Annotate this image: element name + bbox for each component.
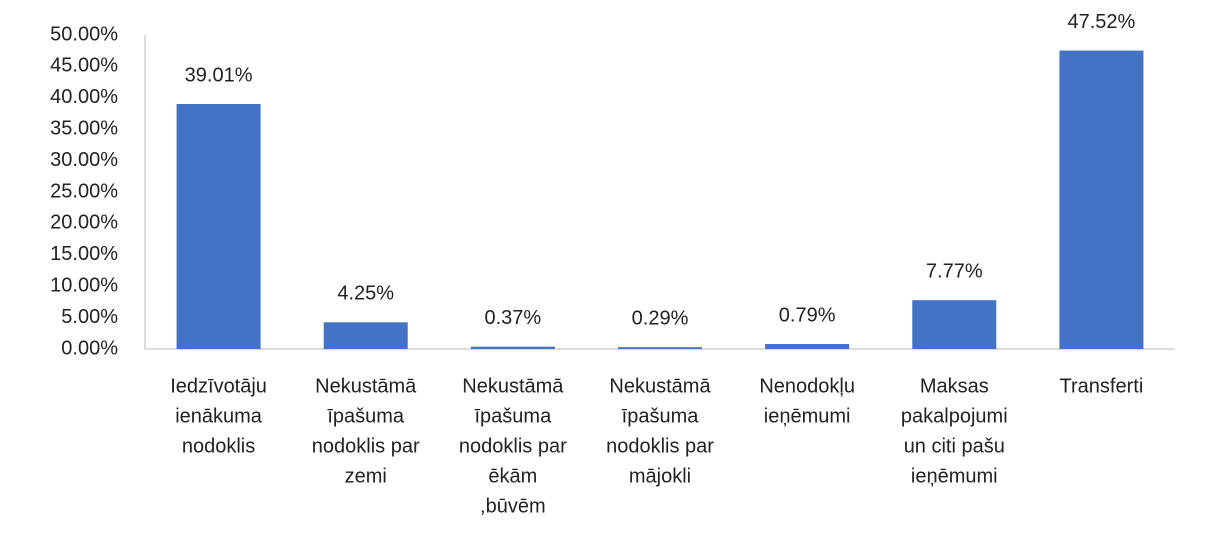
x-tick-label: un citi pašu (904, 435, 1005, 457)
bar (470, 346, 555, 349)
bar (1059, 50, 1144, 349)
x-tick-label: Nekustāmā (609, 375, 711, 397)
x-tick-label: īpašuma (474, 405, 552, 427)
y-tick-label: 25.00% (50, 180, 118, 202)
value-label: 0.37% (484, 307, 541, 329)
x-tick-label: nodoklis (182, 435, 255, 457)
value-label: 0.79% (779, 304, 836, 326)
y-tick-label: 30.00% (50, 149, 118, 171)
bar (912, 300, 997, 349)
value-label: 47.52% (1068, 11, 1136, 33)
x-tick-label: ēkām (488, 465, 537, 487)
value-label: 0.29% (632, 307, 689, 329)
bar (176, 104, 261, 349)
x-tick-label: ienākuma (175, 405, 263, 427)
x-tick-label: mājokli (629, 465, 691, 487)
x-tick-label: Nenodokļu (759, 375, 855, 397)
x-tick-label: pakalpojumi (901, 405, 1008, 427)
value-label: 7.77% (926, 260, 983, 282)
value-label: 4.25% (337, 283, 394, 305)
y-tick-label: 35.00% (50, 117, 118, 139)
y-tick-label: 0.00% (61, 337, 118, 359)
y-tick-label: 40.00% (50, 86, 118, 108)
y-tick-label: 20.00% (50, 212, 118, 234)
x-tick-label: nodoklis par (312, 435, 420, 457)
x-tick-label: nodoklis par (606, 435, 714, 457)
bar (765, 344, 850, 349)
x-tick-label: ,būvēm (480, 495, 546, 517)
value-label: 39.01% (185, 64, 253, 86)
y-tick-label: 10.00% (50, 274, 118, 296)
y-tick-label: 5.00% (61, 306, 118, 328)
y-tick-label: 15.00% (50, 243, 118, 265)
x-tick-label: ieņēmumi (764, 405, 851, 427)
x-tick-label: Nekustāmā (315, 375, 417, 397)
y-tick-label: 45.00% (50, 55, 118, 77)
bar (323, 322, 408, 349)
x-tick-label: īpašuma (622, 405, 700, 427)
x-tick-label: ieņēmumi (911, 465, 998, 487)
x-tick-label: nodoklis par (459, 435, 567, 457)
bar (618, 347, 702, 349)
x-tick-label: zemi (345, 465, 387, 487)
y-tick-label: 50.00% (50, 23, 118, 45)
x-tick-label: Iedzīvotāju (170, 375, 267, 397)
x-tick-label: Transferti (1060, 375, 1144, 397)
x-tick-label: Nekustāmā (462, 375, 564, 397)
x-tick-label: Maksas (920, 375, 989, 397)
x-tick-label: īpašuma (327, 405, 405, 427)
